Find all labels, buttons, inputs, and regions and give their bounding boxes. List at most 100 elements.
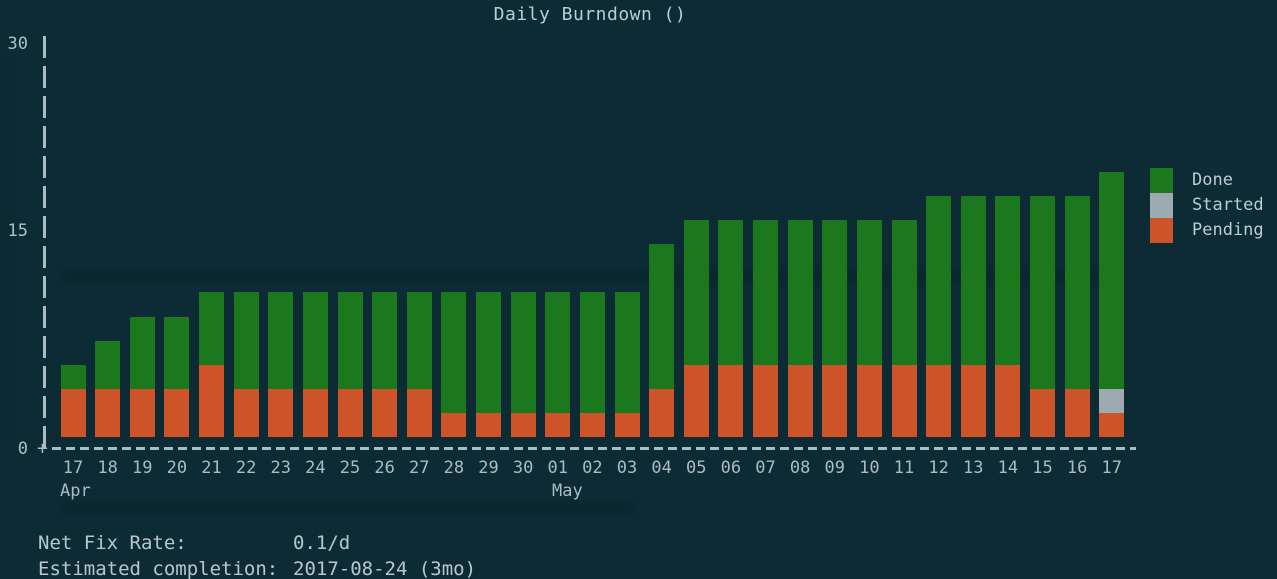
x-tick-label: 09 [824, 458, 845, 478]
bar-segment-pending [337, 388, 363, 437]
bar-area [268, 167, 294, 437]
x-tick-label: 06 [720, 458, 742, 478]
stacked-bar [649, 244, 675, 437]
stacked-bar [129, 316, 155, 437]
bar-area [995, 167, 1021, 437]
x-tick-label: 27 [409, 458, 430, 478]
x-tick-label: 22 [235, 458, 257, 478]
bar-segment-pending [926, 364, 952, 437]
bar-segment-pending [1030, 388, 1055, 437]
bar-segment-done [579, 292, 605, 413]
bar-area [233, 167, 259, 437]
bar-segment-done [372, 292, 398, 389]
x-tick-label: 18 [97, 458, 118, 478]
axis-origin-plus: + [37, 438, 48, 459]
y-tick-0: 0 [17, 439, 28, 459]
bar-segment-done [268, 292, 294, 389]
bar-area [822, 167, 848, 437]
bar-area [60, 167, 86, 437]
bar-segment-pending [649, 388, 675, 437]
bar-segment-pending [476, 412, 501, 437]
x-tick-label: 25 [339, 458, 361, 478]
y-axis-line [43, 36, 46, 452]
bar-column: 19 [125, 167, 159, 478]
bar-column: 10 [852, 167, 886, 478]
bar-area [614, 167, 640, 437]
bar-segment-pending [995, 364, 1021, 437]
stacked-bar [960, 196, 986, 437]
x-tick-label: 24 [305, 458, 326, 478]
legend-row-done: Done [1150, 168, 1264, 193]
legend-swatch-pending [1150, 218, 1173, 243]
x-tick-label: 04 [651, 458, 672, 478]
legend-label-pending: Pending [1192, 220, 1264, 240]
x-tick-label: 28 [443, 458, 465, 478]
bar-column: 30 [506, 167, 540, 478]
stacked-bar [268, 292, 294, 437]
bar-segment-done [1064, 196, 1090, 389]
x-tick-label: 20 [166, 458, 188, 478]
x-tick-label: 29 [478, 458, 499, 478]
bar-column: 05 [679, 167, 713, 478]
bar-area [683, 167, 709, 437]
bar-segment-pending [683, 364, 709, 437]
bar-segment-pending [1064, 388, 1090, 437]
bar-area [649, 167, 675, 437]
bar-chart-plot: 17 18 19 20 21 22 23 24 25 26 27 28 29 30 01 02 03 04 05 06… [56, 167, 1129, 478]
x-tick-label: 07 [755, 458, 776, 478]
x-tick-label: 12 [928, 458, 949, 478]
bar-column: 25 [333, 167, 367, 478]
bar-segment-pending [441, 412, 467, 437]
bar-segment-pending [60, 388, 86, 437]
bar-segment-done [787, 220, 813, 365]
bar-column: 26 [368, 167, 402, 478]
x-tick-label: 14 [997, 458, 1019, 478]
legend-row-pending: Pending [1150, 218, 1264, 243]
bar-segment-done [199, 292, 224, 365]
stacked-bar [302, 292, 328, 437]
bar-column: 18 [91, 167, 125, 478]
legend-swatch-done [1150, 168, 1173, 193]
stacked-bar [856, 220, 882, 437]
bar-area [856, 167, 882, 437]
bar-segment-done [891, 220, 917, 365]
bar-column: 22 [229, 167, 263, 478]
x-tick-label: 13 [963, 458, 984, 478]
x-tick-label: 23 [270, 458, 291, 478]
bar-segment-pending [960, 364, 986, 437]
bar-segment-done [164, 316, 190, 389]
bar-area [891, 167, 917, 437]
bar-segment-pending [891, 364, 917, 437]
bar-segment-pending [856, 364, 882, 437]
bar-segment-done [233, 292, 259, 389]
ghost-text-smudge [60, 269, 1120, 283]
bar-area [545, 167, 571, 437]
bar-area [441, 167, 467, 437]
stacked-bar [95, 340, 121, 437]
bar-area [787, 167, 813, 437]
bar-segment-pending [233, 388, 259, 437]
chart-title: Daily Burndown () [493, 4, 687, 25]
bar-column: 15 [1026, 167, 1060, 478]
bar-segment-done [649, 244, 675, 389]
stacked-bar [926, 196, 952, 437]
bar-column: 27 [402, 167, 436, 478]
footer-stats: Net Fix Rate: 0.1/d Estimated completion… [38, 530, 476, 579]
bar-segment-done [95, 340, 121, 389]
bar-segment-pending [95, 388, 121, 437]
stacked-bar [1099, 171, 1125, 437]
bar-segment-done [960, 196, 986, 365]
bar-segment-done [995, 196, 1021, 365]
bar-segment-done [337, 292, 363, 389]
x-tick-label: 30 [512, 458, 534, 478]
estimated-completion-value: 2017-08-24 (3mo) [293, 558, 477, 579]
x-tick-label: 15 [1032, 458, 1053, 478]
bar-area [476, 167, 501, 437]
bar-segment-done [822, 220, 848, 365]
bar-area [302, 167, 328, 437]
bar-segment-pending [199, 364, 224, 437]
bar-segment-pending [268, 388, 294, 437]
bar-column: 12 [922, 167, 956, 478]
x-axis-line [52, 447, 1136, 450]
bar-area [199, 167, 224, 437]
